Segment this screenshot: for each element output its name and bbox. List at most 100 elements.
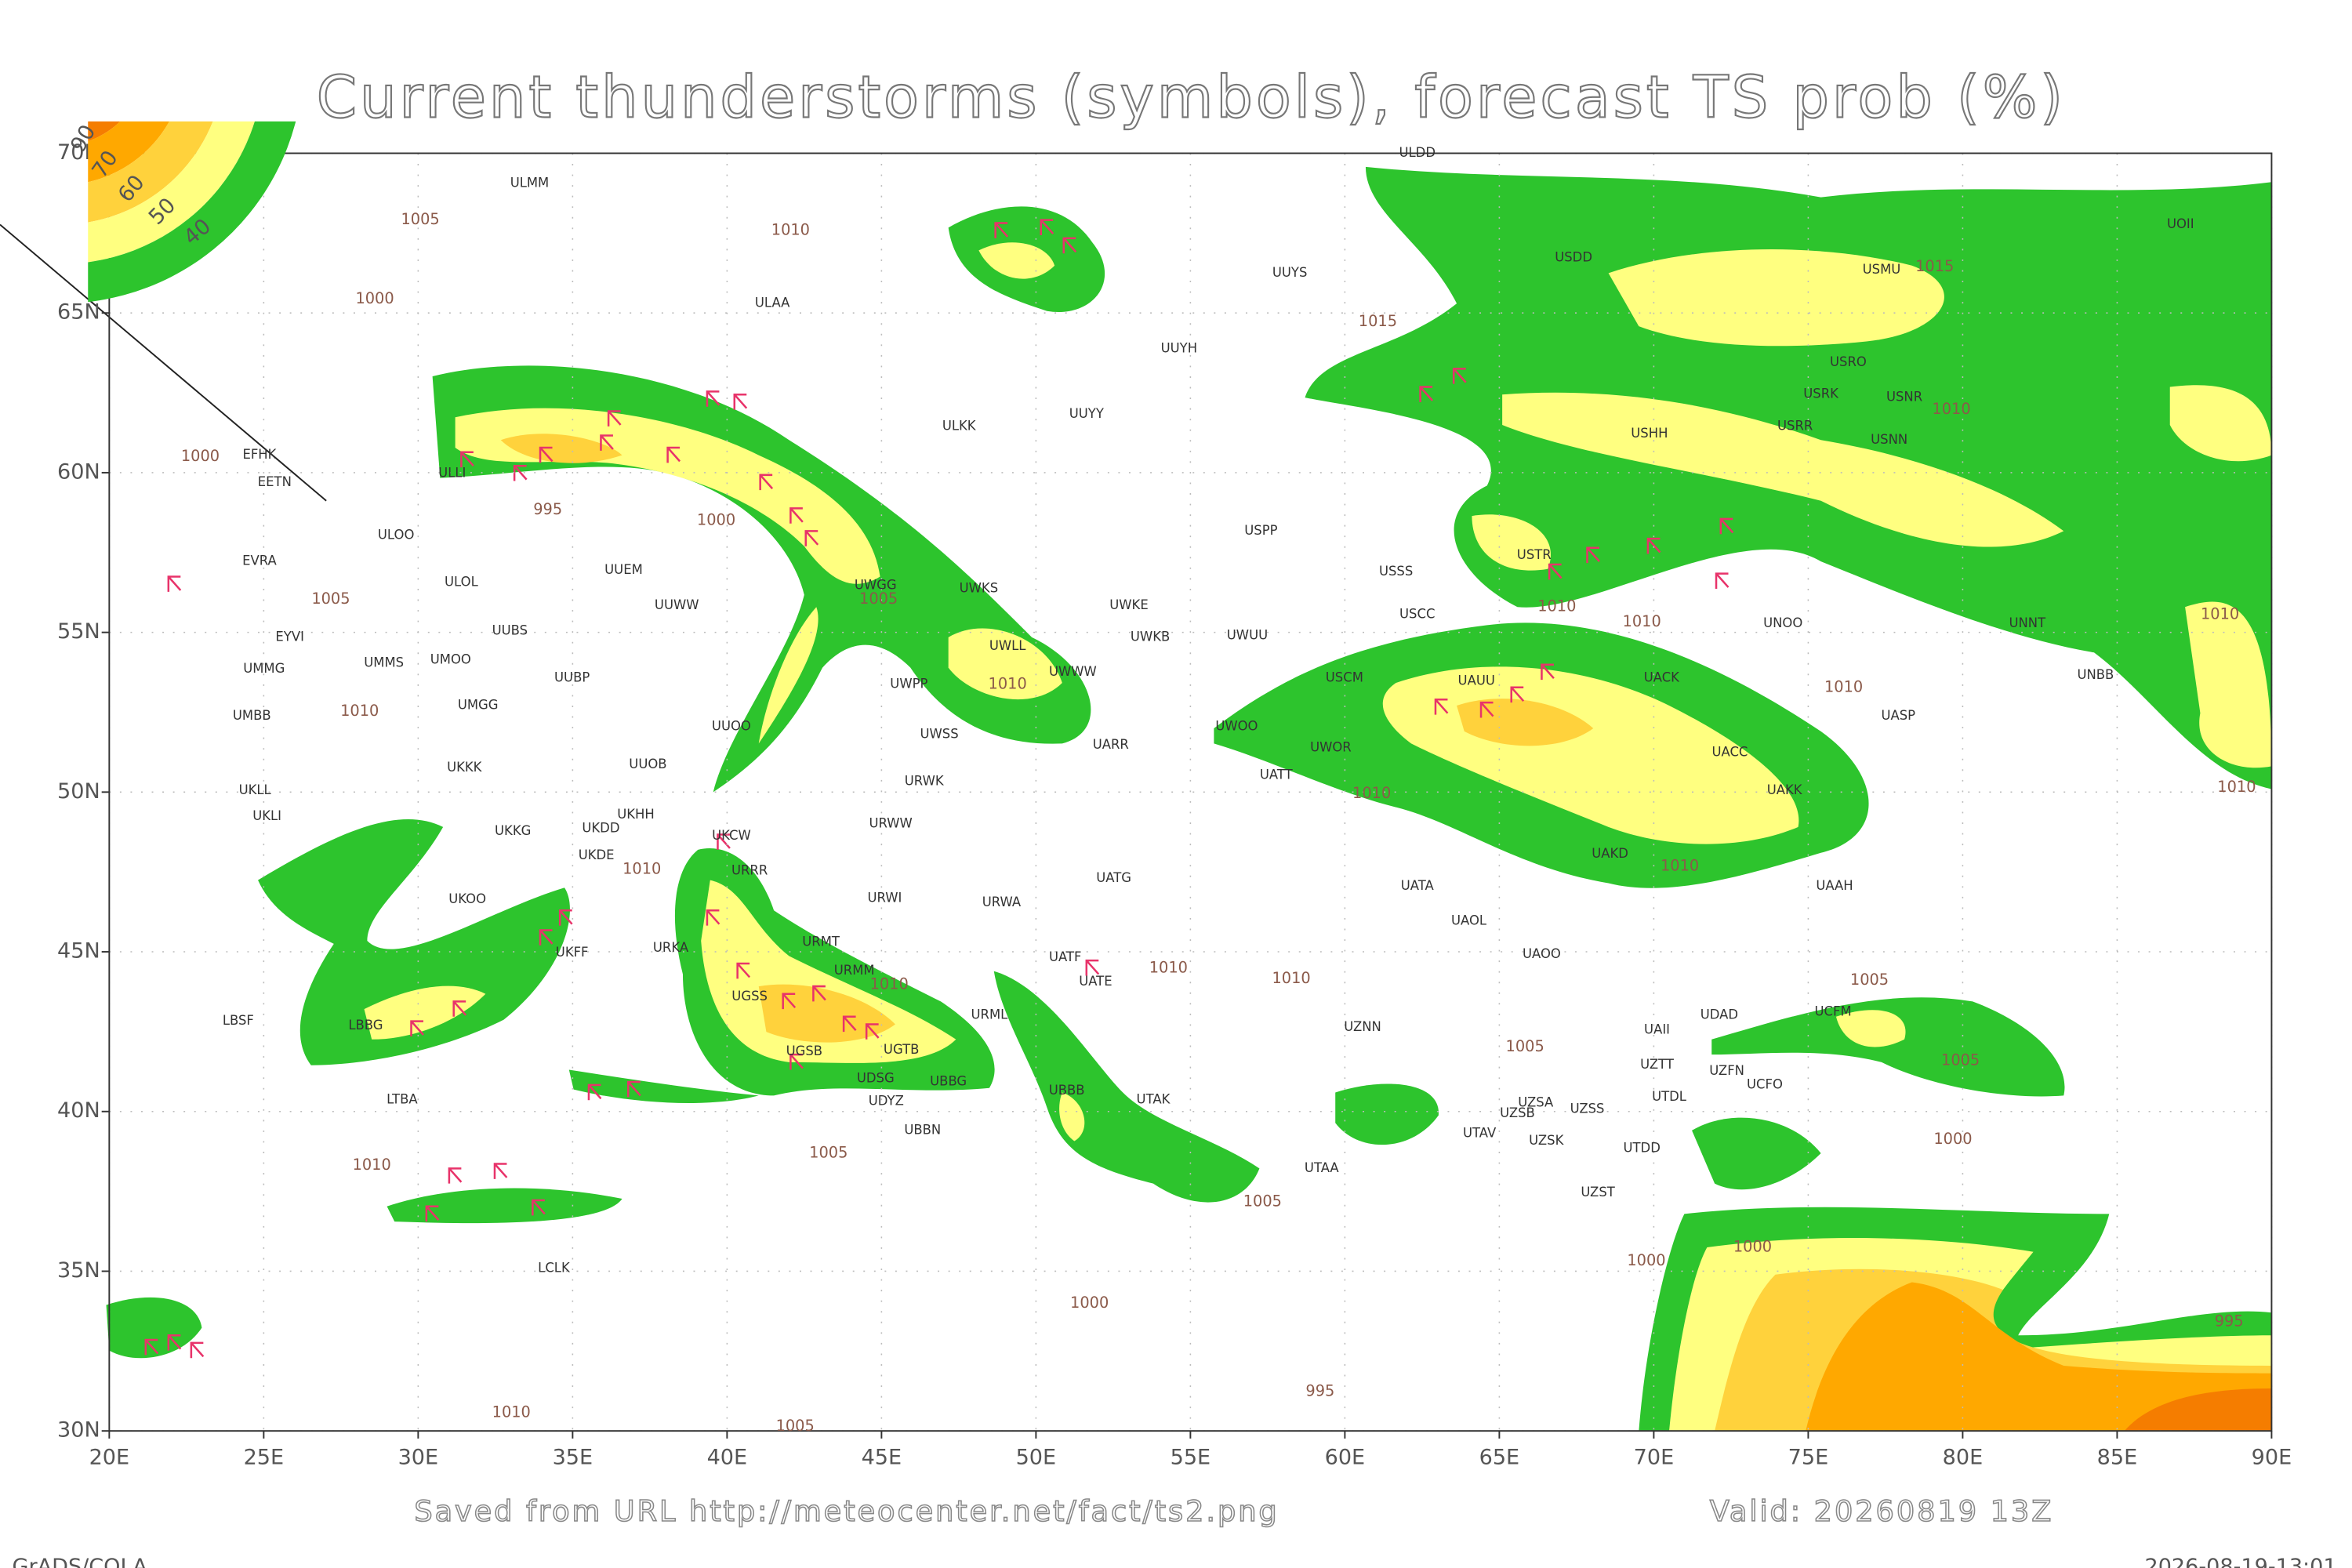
station-label: UNNT xyxy=(2009,615,2046,630)
storm-symbol xyxy=(600,434,614,451)
storm-symbol xyxy=(493,1163,508,1179)
station-label: UWKB xyxy=(1131,629,1170,644)
legend-band xyxy=(88,121,296,303)
storm-symbols xyxy=(144,219,1734,1359)
station-label: UMMS xyxy=(364,655,404,670)
station-label: UAII xyxy=(1644,1022,1670,1037)
station-label: UWSS xyxy=(920,726,958,741)
probability-areas xyxy=(106,166,2272,1432)
map-title: Current thunderstorms (symbols), forecas… xyxy=(317,65,2066,132)
isobar-label: 1010 xyxy=(622,860,661,878)
station-label: URMT xyxy=(802,934,840,949)
station-label: LTBA xyxy=(387,1092,418,1107)
legend-band xyxy=(88,121,255,263)
storm-symbol xyxy=(1434,699,1449,715)
isobar-label: 1000 xyxy=(1733,1237,1772,1255)
station-label: UBBN xyxy=(904,1122,941,1137)
storm-symbol xyxy=(513,464,528,481)
station-label: ULOL xyxy=(445,575,479,590)
station-label: UUOO xyxy=(712,719,751,734)
source-note: Saved from URL http://meteocenter.net/fa… xyxy=(414,1494,1279,1528)
timestamp: 2026-08-19-13:01 xyxy=(2144,1555,2336,1568)
station-label: EETN xyxy=(258,474,292,489)
isobar-label: 1005 xyxy=(776,1417,815,1435)
prob-area xyxy=(1335,1083,1439,1145)
storm-symbol xyxy=(539,929,554,946)
station-label: UATA xyxy=(1401,878,1435,893)
isobar-label: 995 xyxy=(533,500,562,518)
station-label: UZTT xyxy=(1640,1057,1675,1072)
prob-area xyxy=(500,434,622,463)
isobar-label: 1005 xyxy=(311,590,350,608)
isobar-label: 1000 xyxy=(355,289,394,307)
station-label: UACC xyxy=(1711,745,1748,760)
stations: ULDD ULMM UUYS ULAA UUYH USDD USMU UOII USRO USRK… xyxy=(223,145,2194,1276)
isobar-label: 1000 xyxy=(181,447,220,465)
station-label: UUBP xyxy=(554,670,590,685)
isobar-label: 1010 xyxy=(2201,604,2239,622)
isobar-labels: 1005 1010 1000 1015 1015 1010 1000 995 1000 1005 1… xyxy=(181,210,2256,1435)
prob-area xyxy=(1835,1010,1906,1047)
station-label: UTDD xyxy=(1623,1141,1660,1156)
prob-area xyxy=(2185,601,2272,768)
station-label: ULOO xyxy=(378,528,415,543)
station-label: UZSS xyxy=(1570,1101,1605,1116)
x-tick-label: 90E xyxy=(2252,1446,2292,1470)
isobar-label: 1005 xyxy=(401,210,440,228)
x-tick-label: 75E xyxy=(1788,1446,1829,1470)
isobar-label: 1010 xyxy=(771,221,810,239)
station-label: UWOR xyxy=(1310,740,1352,755)
x-tick-label: 65E xyxy=(1479,1446,1520,1470)
station-label: UAOO xyxy=(1523,946,1561,961)
y-tick-label: 40N xyxy=(57,1098,100,1123)
section-line xyxy=(0,223,327,502)
storm-symbol xyxy=(789,507,804,524)
x-tick-label: 50E xyxy=(1016,1446,1057,1470)
station-label: USRO xyxy=(1830,354,1867,369)
prob-area xyxy=(1692,1117,1821,1190)
station-label: UMGG xyxy=(458,698,499,713)
station-label: USCC xyxy=(1399,606,1435,621)
station-label: UUYS xyxy=(1272,265,1308,280)
station-label: USRR xyxy=(1777,418,1813,433)
isobar-label: 1005 xyxy=(1506,1037,1544,1055)
station-label: ULMM xyxy=(510,176,550,191)
x-tick-label: 85E xyxy=(2097,1446,2138,1470)
isobar-label: 1010 xyxy=(1272,969,1310,987)
station-label: ULDD xyxy=(1399,145,1436,160)
storm-symbol xyxy=(167,1334,182,1351)
isobar-label: 1010 xyxy=(989,674,1027,692)
storm-symbol xyxy=(842,1015,857,1033)
station-label: UACK xyxy=(1644,670,1680,685)
station-label: URWA xyxy=(982,895,1022,909)
isobar-label: 1010 xyxy=(1623,612,1661,630)
storm-symbol xyxy=(558,909,573,926)
prob-area xyxy=(1059,1092,1085,1142)
storm-symbol xyxy=(448,1167,463,1184)
storm-symbol xyxy=(1719,517,1734,535)
station-label: UZST xyxy=(1581,1185,1615,1200)
storm-symbol xyxy=(1479,701,1494,718)
prob-area xyxy=(1711,997,2065,1097)
station-label: UCFM xyxy=(1814,1004,1851,1018)
prob-area xyxy=(106,1297,202,1359)
storm-symbol xyxy=(789,1053,804,1070)
station-label: UGSB xyxy=(786,1044,822,1058)
station-label: USTR xyxy=(1517,547,1552,562)
isobar-label: 1005 xyxy=(809,1143,848,1161)
station-label: UAOL xyxy=(1451,913,1487,927)
isobar-label: 1005 xyxy=(1850,971,1889,989)
station-label: UKCW xyxy=(712,828,751,843)
station-label: UCFO xyxy=(1747,1076,1783,1091)
station-label: UATE xyxy=(1079,974,1112,989)
x-tick-label: 70E xyxy=(1634,1446,1675,1470)
prob-area xyxy=(568,1069,759,1103)
software-label: GrADS/COLA xyxy=(12,1555,147,1568)
station-label: UATG xyxy=(1096,870,1131,885)
station-label: UWLL xyxy=(989,638,1026,653)
prob-area xyxy=(978,242,1055,279)
station-label: UGSS xyxy=(731,989,768,1004)
station-label: UWKE xyxy=(1109,597,1148,612)
station-label: USMU xyxy=(1863,262,1901,277)
prob-area xyxy=(1472,514,1551,571)
